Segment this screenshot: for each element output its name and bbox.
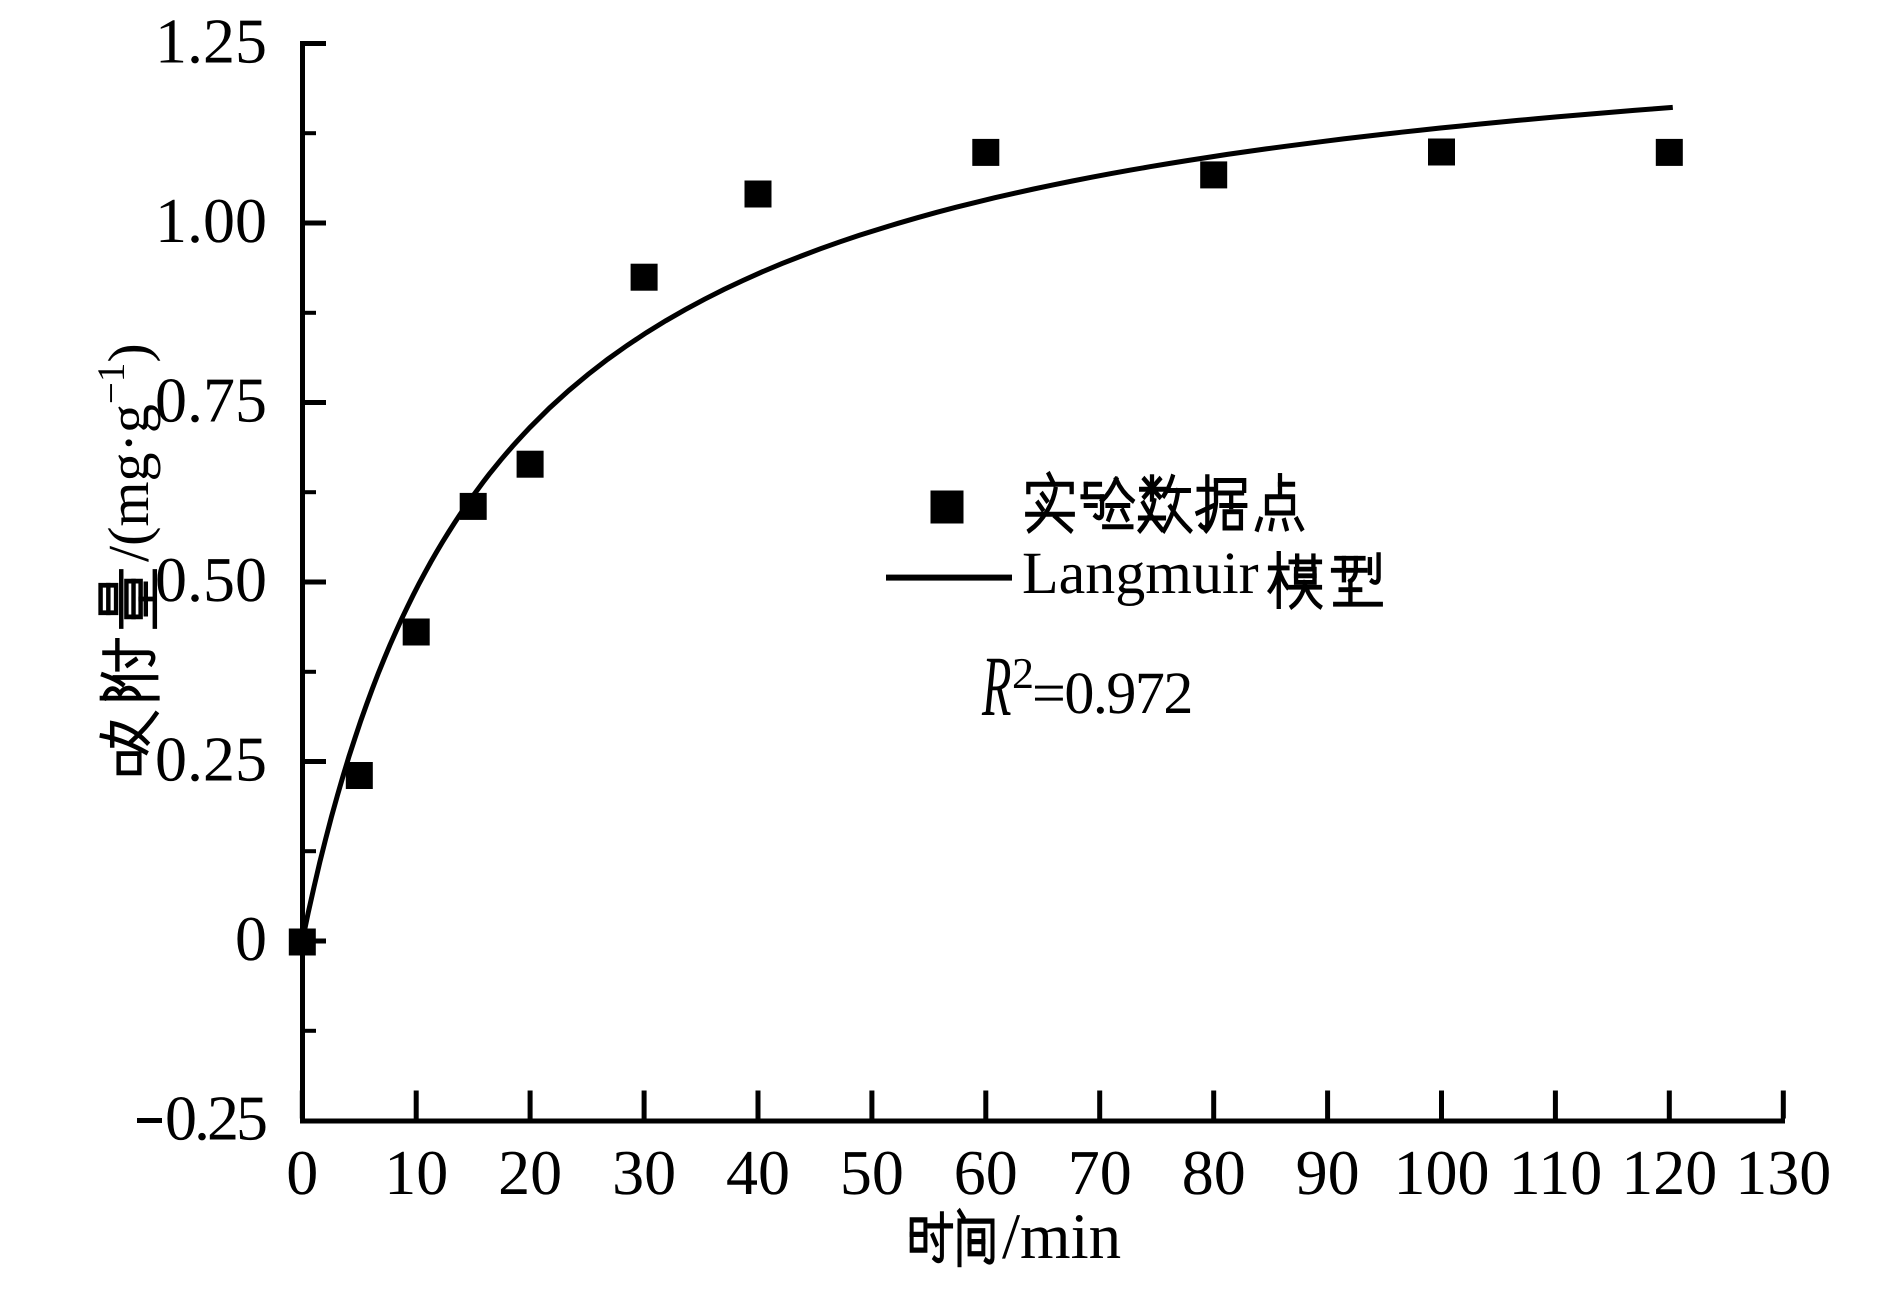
svg-text:0.25: 0.25 <box>165 1083 266 1154</box>
svg-text:80: 80 <box>1182 1137 1246 1208</box>
svg-text:2: 2 <box>1012 649 1034 698</box>
svg-text:0.25: 0.25 <box>155 724 267 795</box>
svg-text:20: 20 <box>498 1137 562 1208</box>
svg-text:Langmuir: Langmuir <box>1022 540 1259 606</box>
svg-text:=0.972: =0.972 <box>1032 660 1192 726</box>
svg-text:70: 70 <box>1068 1137 1132 1208</box>
svg-text:130: 130 <box>1735 1137 1831 1208</box>
svg-text:110: 110 <box>1509 1137 1603 1208</box>
svg-text:60: 60 <box>954 1137 1018 1208</box>
svg-text:0.75: 0.75 <box>155 365 267 436</box>
svg-text:1.25: 1.25 <box>155 6 267 77</box>
svg-text:90: 90 <box>1296 1137 1360 1208</box>
svg-text:/min: /min <box>1002 1201 1121 1273</box>
svg-text:1.00: 1.00 <box>155 185 267 256</box>
svg-text:30: 30 <box>612 1137 676 1208</box>
svg-text:0.50: 0.50 <box>155 544 267 615</box>
svg-text:40: 40 <box>726 1137 790 1208</box>
svg-text:100: 100 <box>1394 1137 1490 1208</box>
svg-text:R: R <box>981 638 1011 734</box>
svg-text:0: 0 <box>235 903 267 974</box>
svg-text:10: 10 <box>384 1137 448 1208</box>
svg-text:50: 50 <box>840 1137 904 1208</box>
svg-text:120: 120 <box>1621 1137 1717 1208</box>
svg-text:0: 0 <box>286 1137 318 1208</box>
